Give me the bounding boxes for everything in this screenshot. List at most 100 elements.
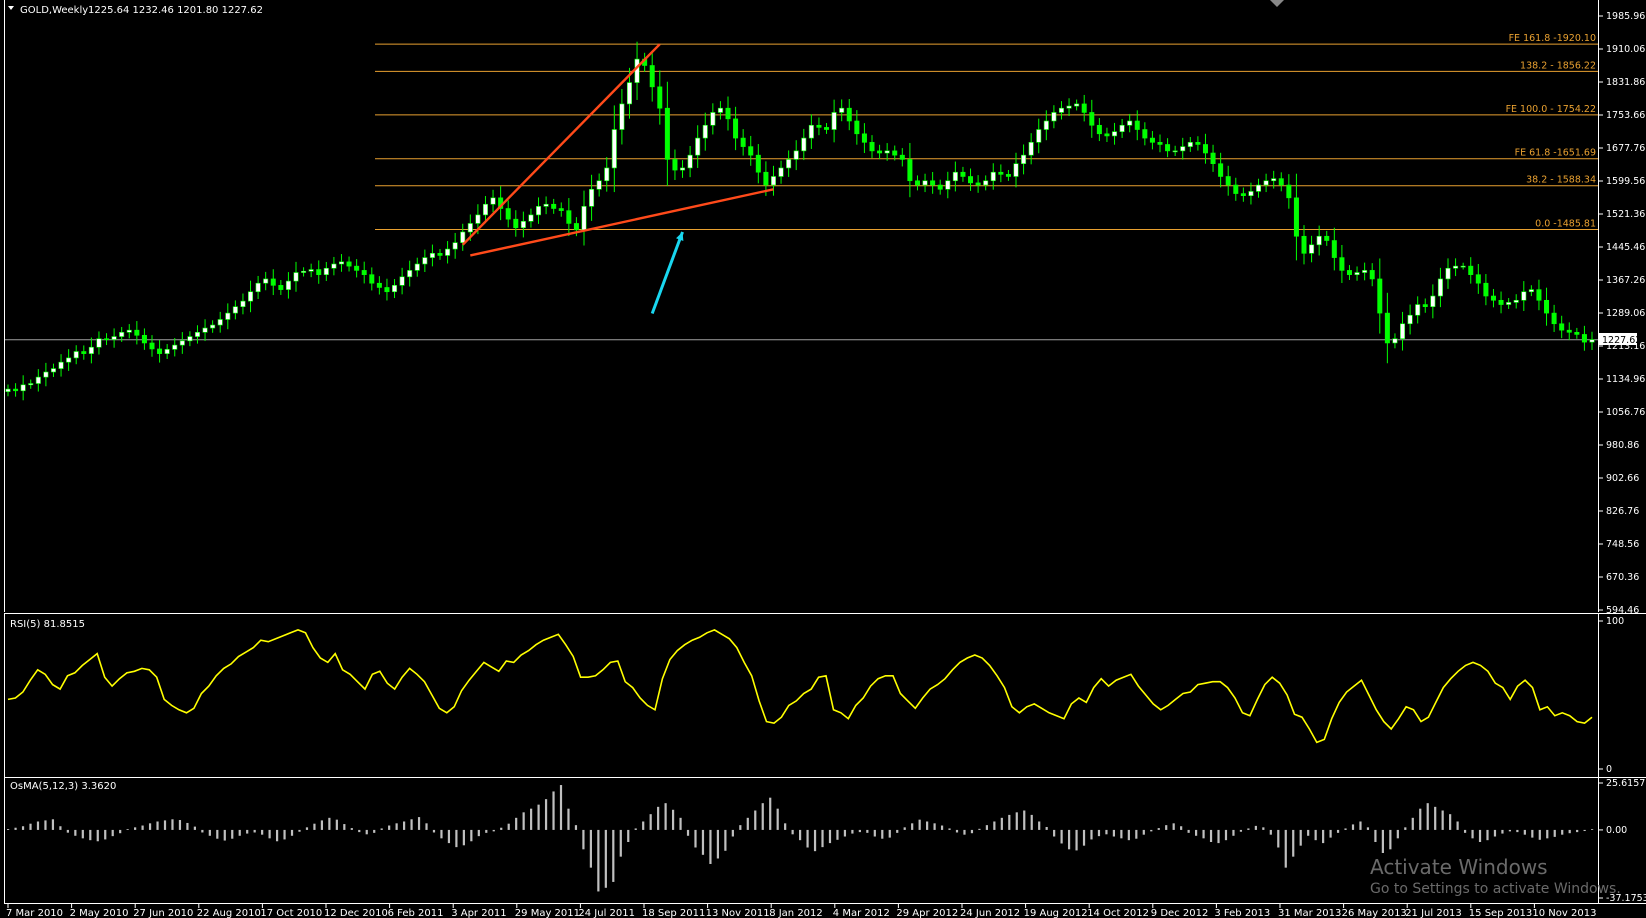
osma-bar [231, 829, 234, 839]
osma-bar [1307, 829, 1310, 836]
osma-bar [1038, 821, 1041, 830]
osma-bar [515, 817, 518, 830]
candle-down [369, 274, 375, 284]
osma-bar [1269, 829, 1272, 835]
osma-bar [1411, 817, 1414, 830]
candle-down [134, 329, 140, 336]
candle-down [846, 107, 852, 122]
candle-down [1096, 124, 1102, 135]
time-axis-label: 4 Mar 2012 [833, 908, 890, 918]
trendlines[interactable] [461, 43, 774, 257]
price-axis-label: 1753.66 [1606, 110, 1645, 121]
candle-down [1566, 329, 1572, 333]
price-axis-label: 980.86 [1606, 440, 1639, 451]
arrow-shaft[interactable] [650, 231, 684, 315]
main-title: GOLD,Weekly [20, 5, 88, 16]
candle-up [604, 167, 610, 182]
candle-down [354, 265, 360, 271]
main-pane[interactable]: FE 161.8 -1920.10 138.2 - 1856.22 FE 100.0… [4, 0, 1646, 616]
trendline-upper[interactable] [461, 43, 661, 246]
osma-bar [1247, 828, 1250, 830]
time-axis-label: 29 Apr 2012 [896, 908, 958, 918]
osma-axis-label: -37.1753 [1606, 893, 1646, 904]
scroll-marker-icon[interactable] [1270, 0, 1284, 7]
time-axis-label: 6 Feb 2011 [388, 908, 444, 918]
candle-up [1271, 178, 1277, 182]
candlestick-series [5, 41, 1595, 401]
osma-bar [940, 825, 944, 830]
osma-bar [1232, 829, 1235, 836]
candle-up [414, 263, 420, 271]
osma-bar [836, 829, 839, 840]
trendline-lower[interactable] [470, 188, 774, 257]
osma-bar [1075, 829, 1078, 851]
candle-down [1468, 265, 1474, 275]
candle-up [202, 327, 208, 333]
osma-bar [1456, 821, 1459, 830]
candle-up [634, 58, 640, 83]
osma-bar [828, 829, 832, 844]
osma-bar [1142, 829, 1145, 835]
candle-down [157, 348, 163, 354]
osma-bar [1008, 814, 1011, 830]
osma-bar [1180, 826, 1183, 830]
time-axis-label: 21 Jul 2013 [1405, 908, 1462, 918]
osma-bar [1254, 825, 1257, 830]
rsi-axis-label: 0 [1606, 764, 1612, 775]
time-axis-label: 22 Aug 2010 [197, 908, 261, 918]
candle-down [1142, 129, 1148, 139]
candle-up [5, 388, 11, 392]
osma-bar [686, 829, 690, 836]
candle-up [1430, 295, 1436, 307]
price-axis-label: 1289.06 [1606, 308, 1645, 319]
candle-down [1551, 312, 1557, 325]
candle-down [1157, 142, 1163, 145]
osma-pane[interactable]: OsMA(5,12,3) 3.3620 25.6157 0.00 -37.1753 [4, 778, 1646, 904]
candle-up [1460, 265, 1466, 268]
time-axis-label: 10 Nov 2013 [1532, 908, 1596, 918]
osma-bar [66, 829, 69, 833]
candle-up [301, 270, 307, 273]
osma-bar [1262, 827, 1265, 830]
time-axis-label: 12 Dec 2010 [324, 908, 388, 918]
osma-bar [1023, 810, 1026, 830]
rsi-pane[interactable]: RSI(5) 81.8515 100 0 [4, 614, 1625, 777]
osma-bar [156, 821, 159, 830]
osma-bar [485, 829, 488, 833]
price-axis-label: 748.56 [1606, 539, 1639, 550]
time-axis-label: 15 Sep 2013 [1469, 908, 1532, 918]
fib-level-label: 0.0 -1485.81 [1535, 219, 1596, 230]
osma-bar [791, 829, 794, 835]
osma-bar [1404, 827, 1407, 830]
osma-bar [701, 829, 705, 855]
candle-down [907, 159, 913, 182]
osma-bar [963, 829, 966, 835]
candle-up [1074, 103, 1080, 107]
osma-bar [1471, 829, 1474, 839]
osma-bar [1583, 829, 1586, 832]
candle-up [50, 368, 56, 373]
annotation-arrow[interactable] [650, 231, 684, 315]
osma-bar [1561, 829, 1564, 835]
osma-bar [813, 829, 817, 852]
osma-bar [985, 825, 988, 830]
candle-down [672, 159, 678, 171]
candle-up [172, 344, 178, 350]
candle-up [1248, 191, 1254, 196]
osma-bar [1187, 829, 1190, 833]
dropdown-triangle-icon[interactable] [8, 6, 14, 10]
candle-down [1301, 235, 1307, 254]
time-axis-label: 2 May 2010 [70, 908, 129, 918]
osma-title: OsMA(5,12,3) 3.3620 [10, 781, 116, 792]
osma-bar [298, 829, 301, 832]
candle-up [1043, 120, 1049, 130]
price-axis-label: 902.66 [1606, 473, 1639, 484]
candle-up [1354, 272, 1360, 275]
candle-down [1331, 240, 1337, 258]
osma-bar [754, 810, 757, 830]
candle-up [1172, 150, 1178, 153]
fibonacci-levels[interactable]: FE 161.8 -1920.10 138.2 - 1856.22 FE 100.0… [375, 33, 1598, 231]
osma-bar [851, 829, 854, 834]
osma-bar [1284, 829, 1287, 868]
